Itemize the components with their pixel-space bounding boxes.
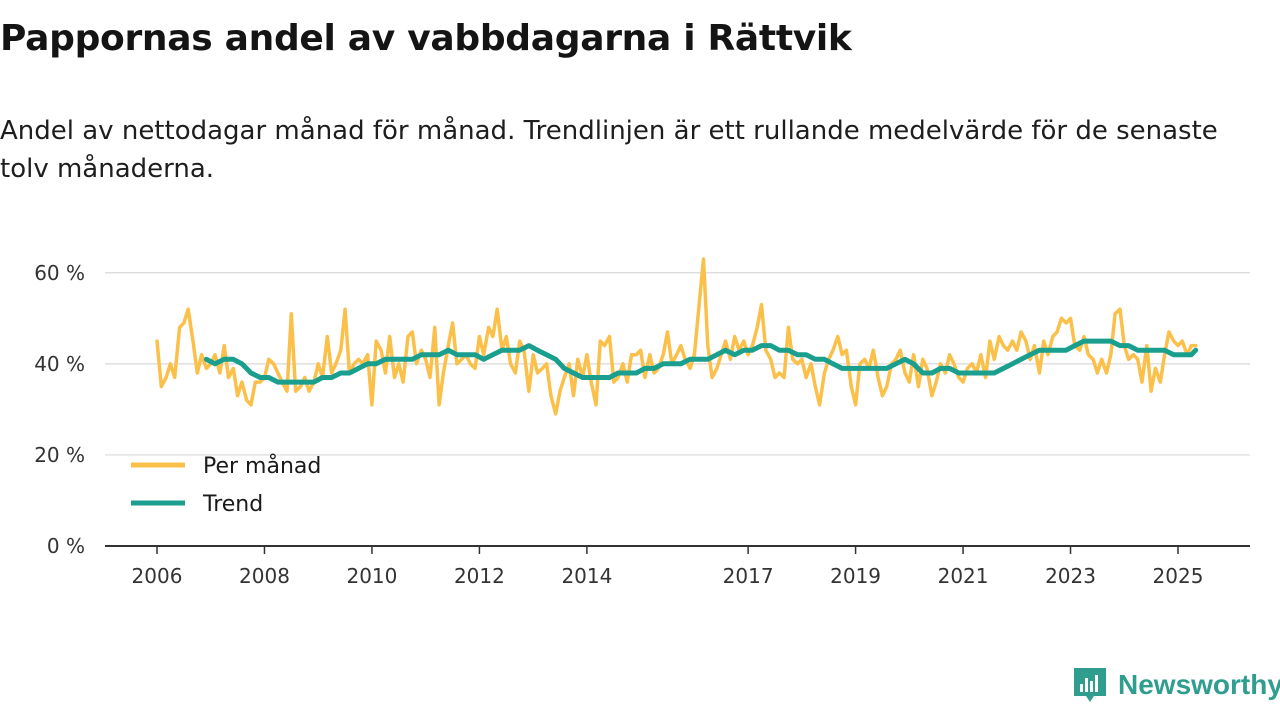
x-tick-label: 2023 bbox=[1045, 564, 1096, 588]
x-tick-label: 2017 bbox=[723, 564, 774, 588]
series-line-trend bbox=[203, 338, 1199, 385]
brand-name: Newsworthy bbox=[1118, 669, 1280, 700]
x-tick-label: 2010 bbox=[346, 564, 397, 588]
legend-label: Per månad bbox=[203, 453, 321, 479]
y-tick-label: 20 % bbox=[34, 443, 85, 467]
chart-subtitle: Andel av nettodagar månad för månad. Tre… bbox=[0, 116, 1218, 184]
series-line-per-manad bbox=[155, 257, 1198, 416]
chart-title: Pappornas andel av vabbdagarna i Rättvik bbox=[0, 18, 852, 59]
x-tick-label: 2019 bbox=[830, 564, 881, 588]
x-tick-label: 2014 bbox=[561, 564, 612, 588]
y-tick-label: 60 % bbox=[34, 261, 85, 285]
x-tick-label: 2008 bbox=[239, 564, 290, 588]
newsworthy-logo-icon bbox=[1074, 668, 1106, 702]
brand: Newsworthy bbox=[1072, 666, 1280, 704]
x-tick-label: 2006 bbox=[132, 564, 183, 588]
x-tick-label: 2025 bbox=[1153, 564, 1204, 588]
x-tick-label: 2012 bbox=[454, 564, 505, 588]
y-tick-label: 0 % bbox=[47, 534, 85, 558]
x-tick-label: 2021 bbox=[938, 564, 989, 588]
y-tick-label: 40 % bbox=[34, 352, 85, 376]
legend-label: Trend bbox=[202, 492, 263, 517]
